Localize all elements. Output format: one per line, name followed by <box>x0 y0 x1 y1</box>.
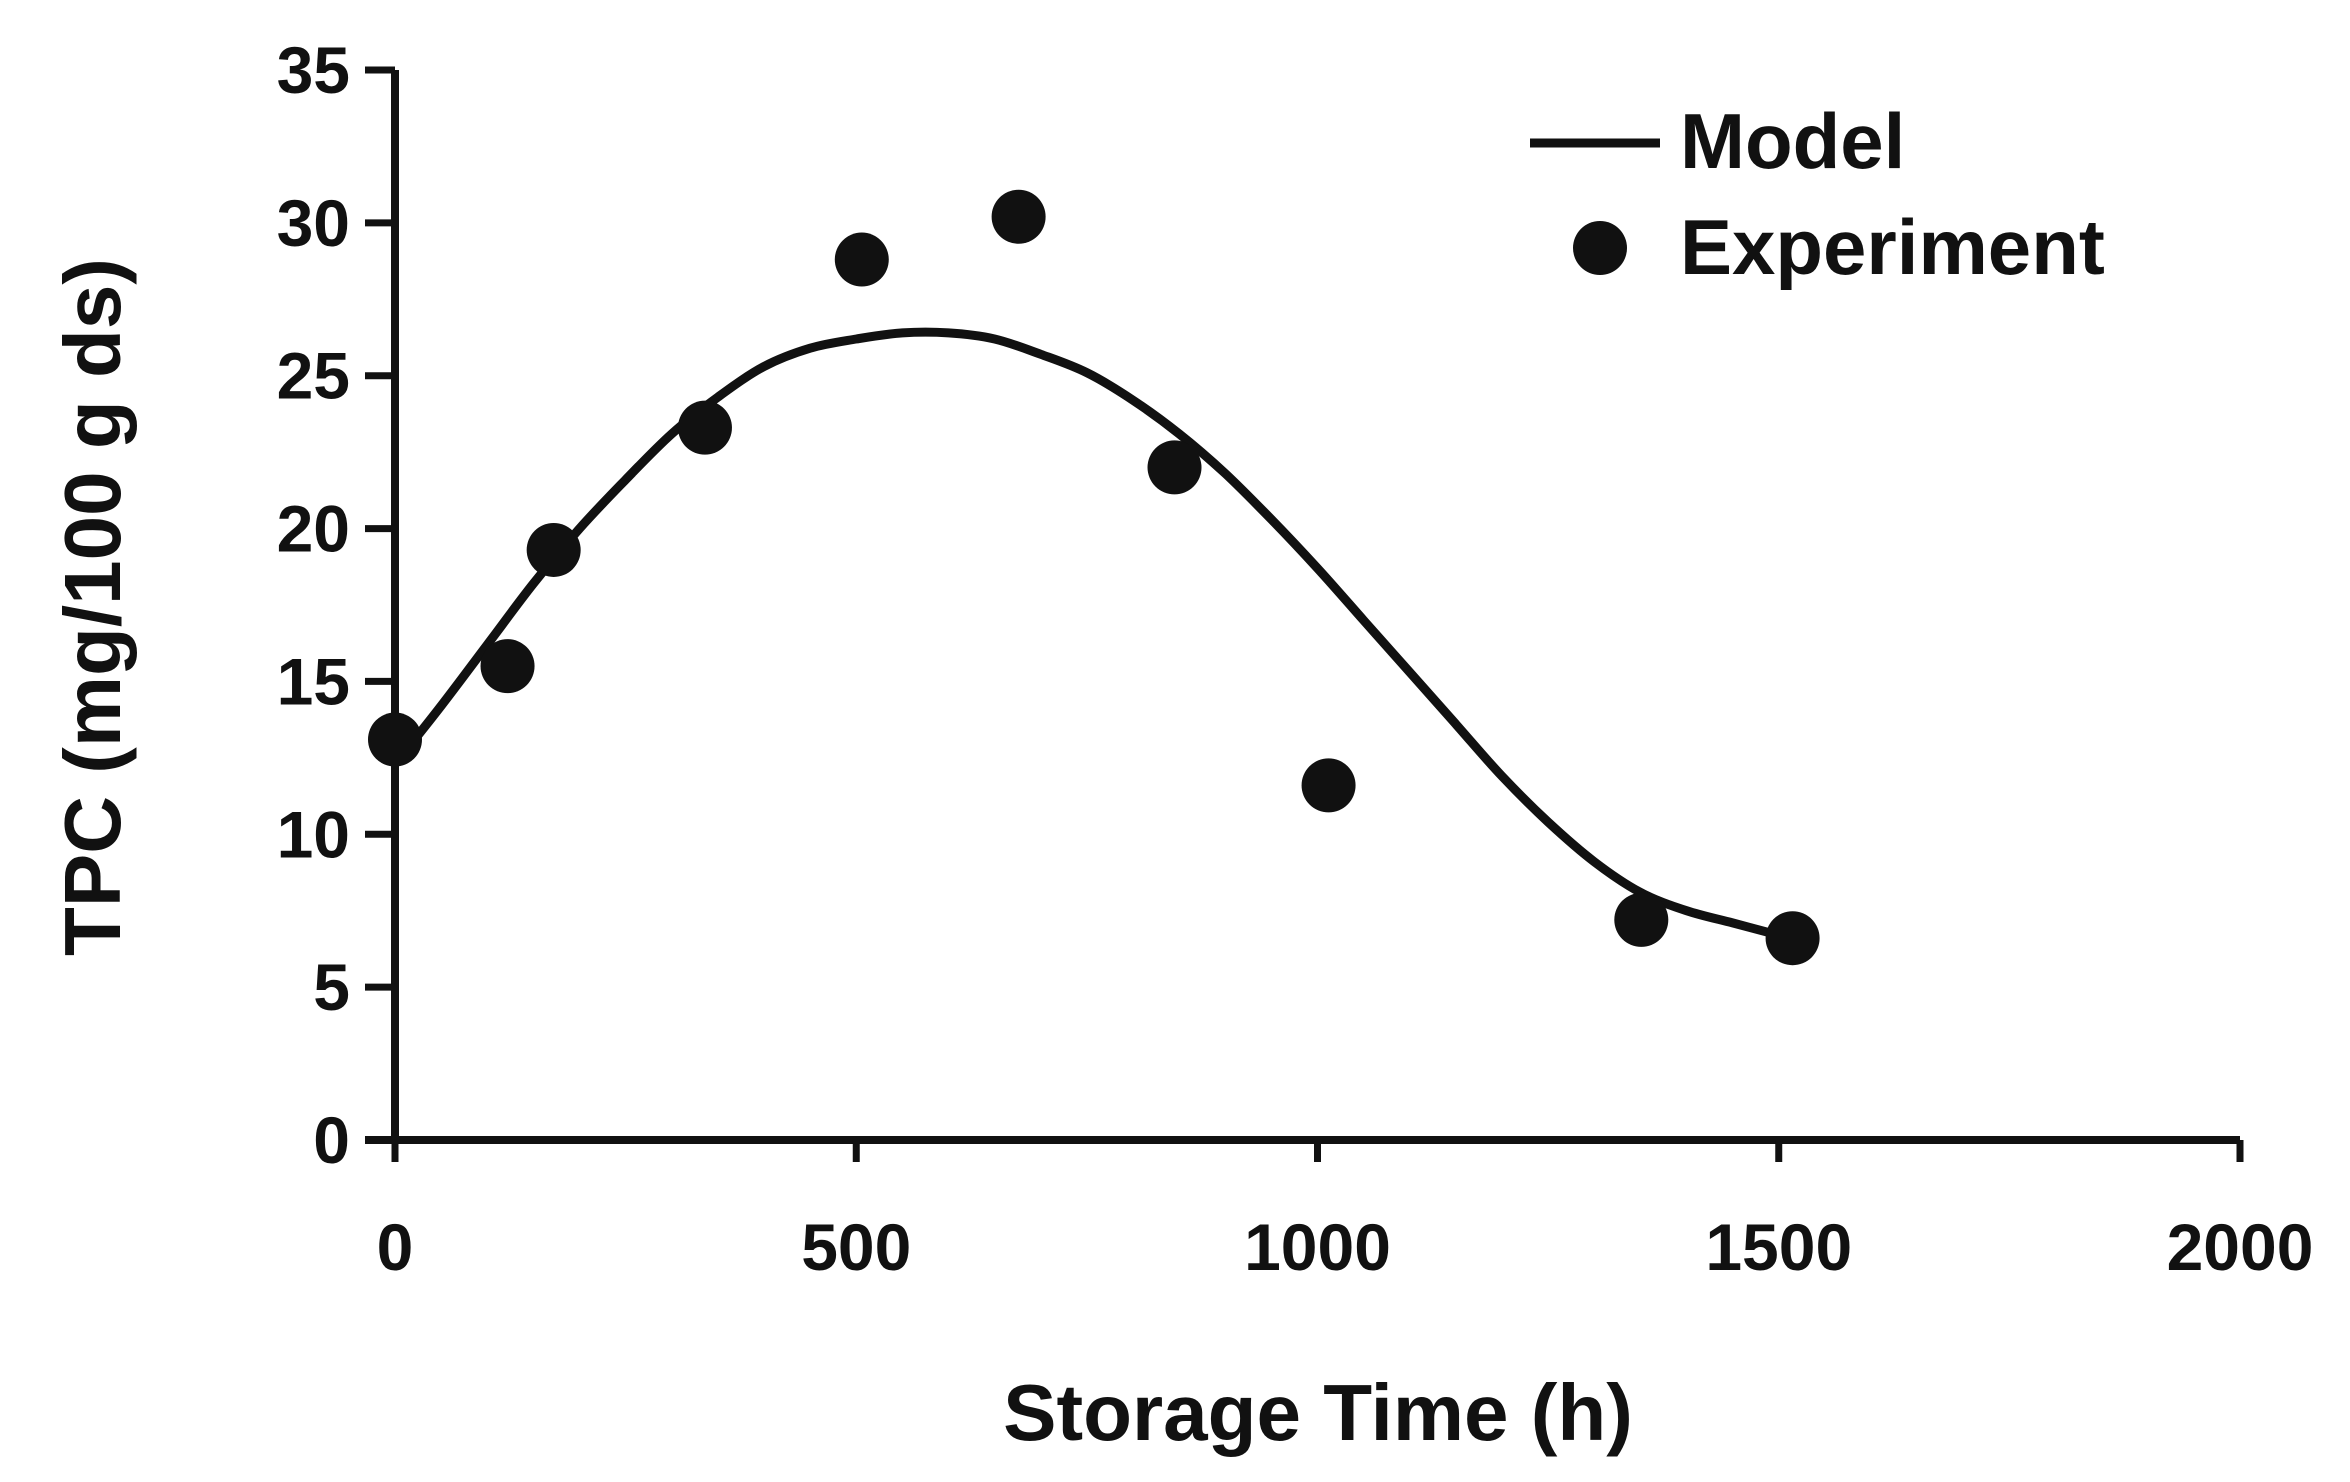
y-tick-label: 10 <box>277 797 350 871</box>
y-tick-label: 30 <box>277 186 350 260</box>
experiment-point <box>1147 440 1202 495</box>
experiment-point <box>526 522 581 577</box>
y-tick-label: 25 <box>277 339 350 413</box>
y-tick-label: 35 <box>277 33 350 107</box>
y-axis: 0 5 10 15 20 25 30 35 <box>277 33 399 1177</box>
y-tick-label: 0 <box>313 1103 350 1177</box>
x-tick-label: 1500 <box>1705 1210 1852 1284</box>
experiment-point <box>991 189 1046 244</box>
y-axis-title: TPC (mg/100 g ds) <box>48 258 137 956</box>
x-tick-label: 1000 <box>1244 1210 1391 1284</box>
legend: Model Experiment <box>1530 97 2105 291</box>
x-tick-label: 0 <box>377 1210 414 1284</box>
experiment-point <box>1614 892 1669 947</box>
experiment-point <box>677 400 732 455</box>
x-tick-label: 2000 <box>2167 1210 2314 1284</box>
experiment-point <box>1301 758 1356 813</box>
experiment-point <box>834 232 889 287</box>
experiment-point <box>1765 911 1820 966</box>
legend-experiment-swatch <box>1573 221 1627 275</box>
experiment-series <box>368 189 1820 966</box>
experiment-point <box>368 712 422 767</box>
legend-model-label: Model <box>1680 97 1905 185</box>
y-tick-label: 5 <box>313 950 350 1024</box>
model-series <box>390 327 1798 943</box>
experiment-point <box>480 639 535 694</box>
x-axis-title: Storage Time (h) <box>1003 1368 1633 1457</box>
x-axis: 0 500 1000 1500 2000 <box>365 1136 2314 1284</box>
legend-experiment-label: Experiment <box>1680 203 2105 291</box>
y-tick-label: 15 <box>277 644 350 718</box>
x-tick-label: 500 <box>801 1210 911 1284</box>
model-line <box>390 327 1798 943</box>
y-tick-label: 20 <box>277 492 350 566</box>
